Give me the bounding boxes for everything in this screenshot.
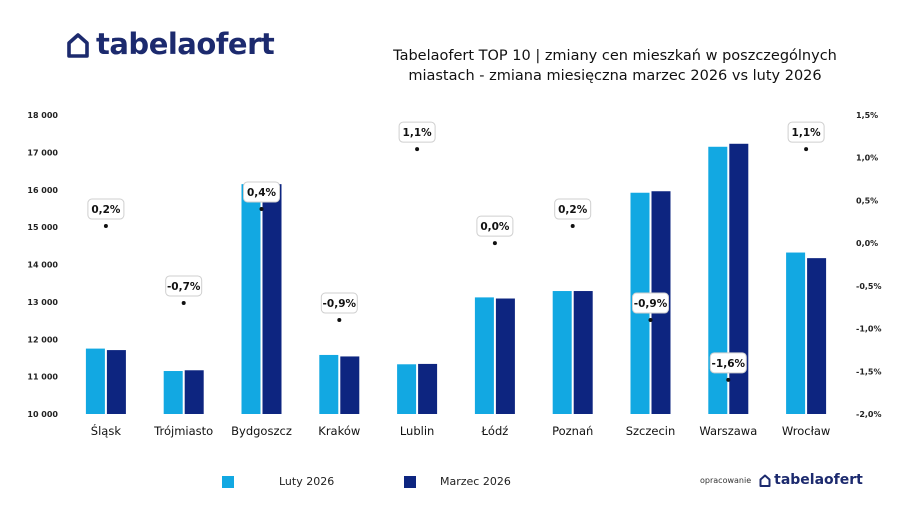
x-tick-label: Wrocław [782, 424, 830, 438]
legend-item-luty: Luty 2026 [222, 475, 334, 488]
house-icon-small [759, 474, 771, 487]
y-right-tick-label: 1,5% [856, 111, 878, 120]
change-label: -0,7% [167, 281, 201, 293]
footer-credit: opracowanie tabelaofert [700, 472, 863, 488]
change-point [415, 147, 420, 152]
change-point [103, 224, 108, 229]
x-tick-label: Warszawa [699, 424, 757, 438]
legend-label-luty: Luty 2026 [279, 475, 335, 488]
change-label: 0,2% [91, 204, 121, 216]
change-label-box [709, 352, 747, 374]
change-label: -1,6% [712, 358, 746, 370]
brand-logo: tabelaofert [66, 27, 275, 61]
y-left-tick-label: 16 000 [27, 186, 58, 195]
house-icon [67, 32, 89, 58]
y-right-tick-label: -1,0% [856, 325, 882, 334]
change-label-box [165, 275, 203, 297]
change-label: 0,0% [480, 221, 510, 233]
y-left-tick-label: 15 000 [27, 223, 58, 232]
x-tick-label: Poznań [552, 424, 593, 438]
y-left-tick-label: 13 000 [27, 298, 58, 307]
change-point [570, 224, 575, 229]
x-tick-label: Łódź [480, 424, 508, 438]
y-left-tick-label: 14 000 [27, 261, 58, 270]
x-tick-label: Kraków [318, 424, 360, 438]
x-tick-label: Śląsk [91, 423, 122, 438]
y-left-tick-label: 17 000 [27, 148, 58, 157]
y-left-tick-label: 10 000 [27, 410, 58, 419]
y-left-tick-label: 11 000 [27, 373, 58, 382]
y-right-tick-label: -1,5% [856, 367, 882, 376]
bar-marzec [340, 356, 360, 414]
x-tick-label: Trójmiasto [153, 424, 213, 438]
legend-item-marzec: Marzec 2026 [404, 475, 511, 488]
footer-label: opracowanie [700, 475, 752, 485]
change-label-box [243, 181, 280, 203]
change-label-box [632, 292, 669, 314]
change-label: 0,4% [247, 187, 277, 199]
change-label: 1,1% [792, 127, 822, 139]
y-right-tick-label: -2,0% [856, 410, 882, 419]
legend-swatch-luty [222, 475, 234, 488]
change-label: -0,9% [634, 298, 668, 310]
footer-logo-text: tabelaofert [774, 472, 863, 488]
change-label-box [476, 215, 514, 237]
bar-luty [241, 184, 261, 414]
change-point [259, 206, 264, 211]
change-label-box [554, 198, 592, 220]
bar-luty [474, 297, 494, 414]
bar-luty [708, 146, 728, 415]
y-right-tick-label: 0,0% [856, 239, 878, 248]
y-right-tick-label: -0,5% [856, 282, 882, 291]
bar-marzec [184, 370, 204, 414]
bar-luty [319, 354, 339, 414]
change-point [804, 147, 809, 152]
change-label: -0,9% [323, 298, 357, 310]
bar-luty [163, 371, 183, 414]
x-tick-label: Lublin [400, 424, 434, 438]
change-point [337, 318, 342, 323]
legend-swatch-marzec [404, 475, 416, 488]
logo-text: tabelaofert [96, 27, 275, 61]
y-left-tick-label: 12 000 [27, 335, 58, 344]
bar-luty [786, 252, 806, 414]
bar-marzec [106, 350, 126, 414]
change-label-box [87, 198, 125, 220]
bar-luty [397, 364, 417, 414]
bar-marzec [807, 258, 827, 414]
bar-marzec [573, 291, 593, 414]
y-right-tick-label: 1,0% [856, 154, 878, 163]
chart-title: Tabelaofert TOP 10 | zmiany cen mieszkań… [393, 48, 837, 84]
legend-label-marzec: Marzec 2026 [440, 475, 511, 488]
change-label-box [320, 292, 358, 314]
change-point [181, 300, 186, 305]
bar-marzec [495, 298, 515, 414]
change-point [726, 377, 731, 382]
change-label: 1,1% [403, 127, 433, 139]
x-tick-label: Szczecin [626, 424, 676, 438]
change-point [648, 318, 653, 323]
change-point [492, 241, 497, 246]
y-right-tick-label: 0,5% [856, 196, 878, 205]
bar-luty [552, 291, 572, 414]
bar-marzec [262, 184, 282, 414]
change-label-box [787, 121, 825, 143]
x-tick-label: Bydgoszcz [231, 424, 292, 438]
bar-luty [85, 348, 105, 414]
change-label: 0,2% [558, 204, 588, 216]
bar-marzec [729, 143, 749, 414]
y-left-tick-label: 18 000 [27, 111, 58, 120]
bar-marzec [418, 363, 438, 414]
change-label-box [398, 121, 436, 143]
